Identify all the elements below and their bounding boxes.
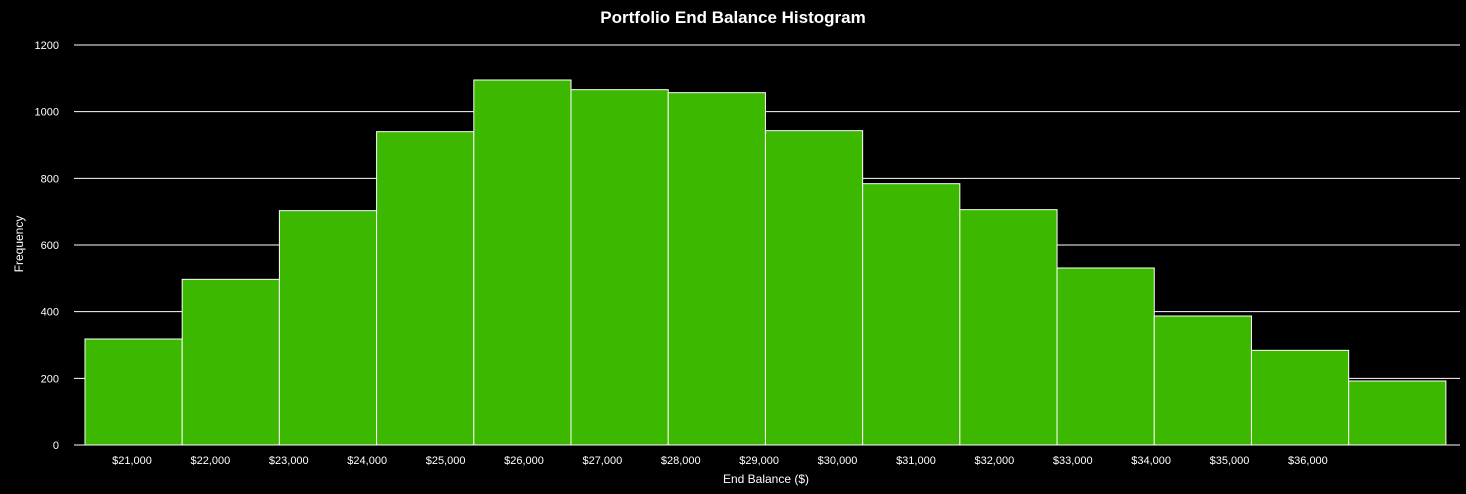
y-axis-ticks: 0 200 400 600 800 1000 1200 [35,40,59,452]
y-tick-label: 1200 [35,40,59,52]
x-tick-label: $34,000 [1131,455,1171,467]
x-tick-label: $27,000 [582,455,622,467]
x-tick-label: $23,000 [269,455,309,467]
histogram-bar [1250,349,1350,446]
y-tick-label: 800 [41,173,59,185]
y-axis-label: Frequency [12,216,26,273]
histogram-bar [764,130,864,446]
histogram-bar [667,92,766,446]
y-tick-label: 400 [41,307,59,319]
x-tick-label: $30,000 [818,455,858,467]
x-tick-label: $32,000 [974,455,1014,467]
x-axis-label: End Balance ($) [723,472,809,486]
x-tick-label: $21,000 [112,455,152,467]
x-tick-label: $35,000 [1210,455,1250,467]
x-tick-label: $33,000 [1053,455,1093,467]
histogram-bars [84,79,1447,446]
y-tick-label: 200 [41,373,59,385]
x-tick-label: $26,000 [504,455,544,467]
x-tick-label: $29,000 [739,455,779,467]
histogram-bar [1056,267,1155,446]
histogram-bar [376,131,475,446]
y-tick-label: 1000 [35,107,59,119]
histogram-bar [181,278,280,446]
x-tick-label: $31,000 [896,455,936,467]
x-tick-label: $24,000 [347,455,387,467]
x-tick-label: $22,000 [191,455,231,467]
histogram-bar [570,89,669,446]
histogram-bar [473,79,572,446]
chart-title: Portfolio End Balance Histogram [600,8,865,27]
histogram-bar [1348,380,1447,446]
histogram-bar [278,210,378,446]
histogram-bar [862,183,961,446]
x-tick-label: $28,000 [661,455,701,467]
y-tick-label: 600 [41,240,59,252]
histogram-bar [1153,315,1252,446]
x-tick-label: $25,000 [426,455,466,467]
x-axis-ticks: $21,000 $22,000 $23,000 $24,000 $25,000 $26,0… [112,455,1328,467]
y-tick-label: 0 [53,440,59,452]
x-tick-label: $36,000 [1288,455,1328,467]
histogram-bar [84,338,183,446]
histogram-bar [959,209,1058,446]
